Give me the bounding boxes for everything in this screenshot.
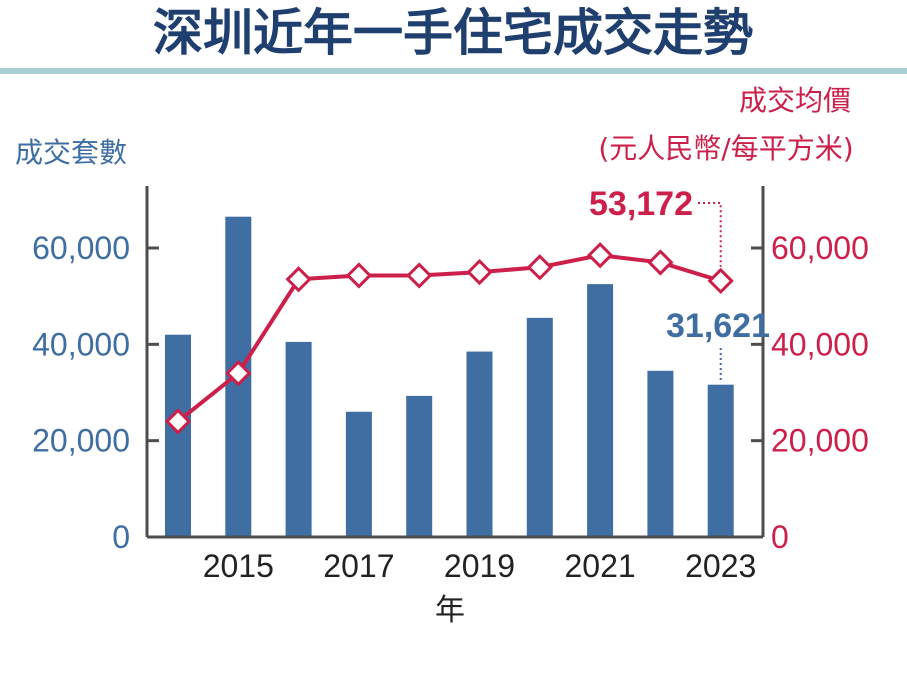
price-marker-2018 [406, 262, 433, 289]
bar-2019 [466, 351, 493, 537]
bar-2021 [587, 284, 614, 537]
price-line [176, 253, 722, 423]
left-tick-label: 20,000 [32, 423, 130, 459]
price-marker-2015 [225, 360, 252, 387]
price-marker-2023 [707, 267, 734, 295]
price-marker-2021 [586, 242, 614, 269]
bar-2020 [526, 317, 553, 537]
price-marker-2017 [345, 262, 373, 289]
price-latest-leader [698, 202, 722, 267]
right-axis-label-line2: (元人民幣/每平方米) [598, 132, 853, 165]
bar-2023 [707, 384, 734, 537]
price-marker-2022 [647, 249, 674, 276]
left-axis-label: 成交套數 [15, 136, 127, 169]
bar-2014 [165, 334, 191, 537]
price-marker-2014 [164, 408, 192, 435]
price-latest-label: 53,172 [589, 185, 693, 223]
left-tick-label: 40,000 [32, 326, 130, 362]
price-marker-2019 [466, 258, 493, 286]
right-tick-label: 40,000 [771, 326, 869, 362]
left-tick-label: 60,000 [32, 230, 130, 266]
right-tick-label: 60,000 [771, 230, 869, 266]
bar-2017 [345, 411, 372, 537]
right-tick-label: 20,000 [771, 423, 869, 459]
chart-title: 深圳近年一手住宅成交走勢 [153, 3, 753, 62]
x-tick-label: 2021 [565, 548, 636, 584]
bar-2016 [285, 341, 312, 537]
x-tick-label: 2015 [203, 548, 274, 584]
x-tick-label: 2019 [444, 548, 515, 584]
price-marker-2020 [526, 254, 553, 281]
x-axis-label: 年 [435, 593, 465, 628]
x-tick-label: 2017 [323, 548, 394, 584]
right-axis-label-line1: 成交均價 [739, 84, 851, 117]
right-tick-label: 0 [771, 519, 789, 555]
sales-latest-label: 31,621 [666, 307, 770, 345]
price-marker-2016 [285, 266, 312, 293]
bar-2022 [647, 370, 674, 537]
bar-2018 [406, 395, 433, 537]
title-rule [0, 68, 907, 74]
left-tick-label: 0 [112, 519, 130, 555]
x-tick-label: 2023 [685, 548, 756, 584]
